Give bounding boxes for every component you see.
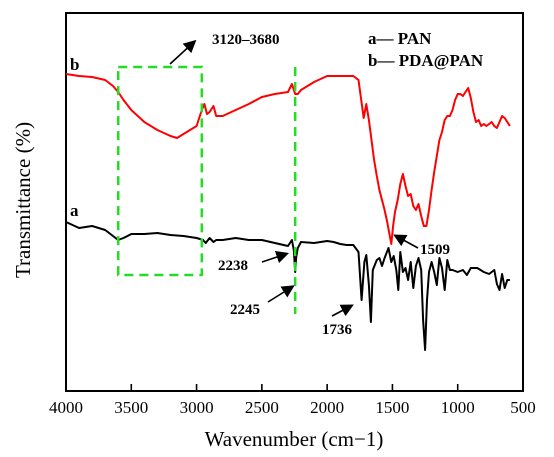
plot-frame — [65, 12, 524, 392]
legend-item-pda-pan: b— PDA@PAN — [368, 51, 484, 70]
annotation-1509: 1509 — [420, 242, 450, 258]
y-axis-title: Transmittance (%) — [11, 122, 35, 278]
x-tick-label: 3000 — [180, 398, 214, 417]
arrow-2238 — [261, 250, 290, 264]
annotation-1736: 1736 — [322, 322, 353, 338]
annotation-2245: 2245 — [230, 302, 260, 318]
x-axis-title: Wavenumber (cm−1) — [205, 427, 384, 451]
x-tick-label: 500 — [510, 398, 536, 417]
curves — [65, 73, 511, 351]
curve-label-b: b — [70, 55, 79, 74]
x-axis-ticks: 4000 3500 3000 2500 2000 1500 1000 500 — [49, 384, 536, 417]
x-tick-label: 2000 — [310, 398, 344, 417]
arrow-1736 — [331, 304, 354, 317]
series-line-a — [65, 221, 510, 351]
highlight-box-3120-3680 — [116, 65, 204, 277]
x-tick-label: 2500 — [245, 398, 279, 417]
arrow-1509 — [393, 234, 419, 249]
curve-label-a: a — [70, 201, 79, 220]
annotation-2238: 2238 — [218, 258, 248, 274]
x-tick-label: 1500 — [375, 398, 409, 417]
annotation-range: 3120–3680 — [212, 32, 280, 48]
series-line-b — [65, 73, 511, 245]
legend-item-pan: a— PAN — [368, 29, 432, 48]
arrow-2245 — [267, 285, 295, 303]
x-tick-label: 3500 — [114, 398, 148, 417]
x-tick-label: 4000 — [49, 398, 83, 417]
arrow-3120-3680 — [169, 39, 197, 65]
x-tick-label: 1000 — [441, 398, 475, 417]
